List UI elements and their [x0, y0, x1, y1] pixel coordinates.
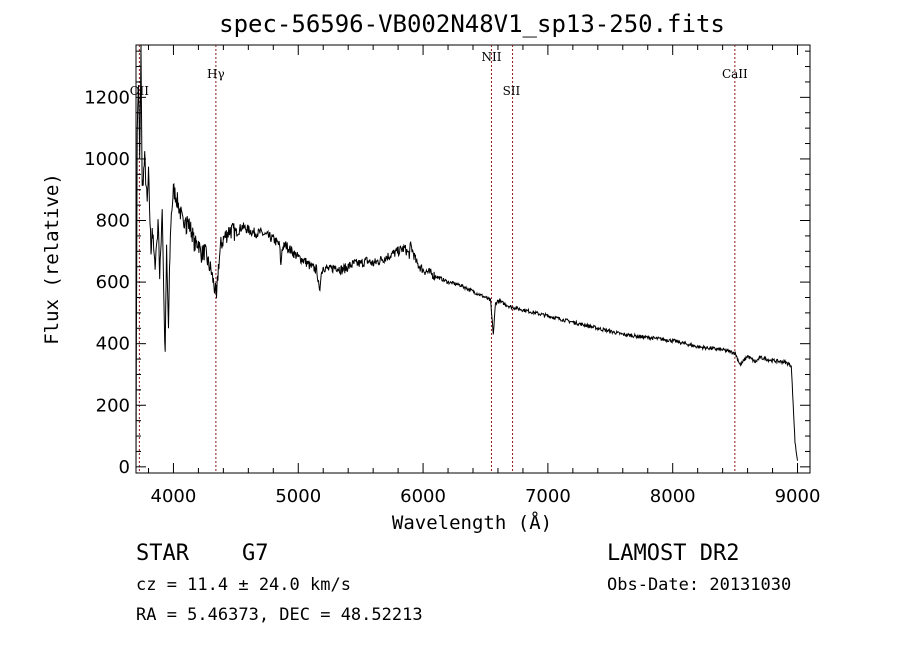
line-marker-label: SII — [503, 84, 521, 98]
x-tick-label: 5000 — [275, 486, 321, 507]
line-marker-label: Hγ — [207, 67, 225, 81]
x-axis-label: Wavelength (Å) — [392, 511, 552, 534]
y-tick-label: 0 — [119, 457, 130, 478]
emission-line-markers: OII Hγ NII SII CaII — [130, 45, 748, 473]
spectrum-line — [135, 45, 798, 470]
coordinates-info: RA = 5.46373, DEC = 48.52213 — [136, 605, 423, 625]
survey-name: LAMOST DR2 — [607, 541, 739, 566]
y-tick-label: 200 — [96, 395, 130, 416]
x-tick-label: 6000 — [400, 486, 446, 507]
y-tick-label: 600 — [96, 272, 130, 293]
line-marker-label: OII — [130, 84, 150, 98]
line-marker-label: NII — [481, 50, 501, 64]
spectrum-series — [135, 45, 798, 470]
chart-title: spec-56596-VB002N48V1_sp13-250.fits — [219, 10, 725, 38]
observation-date: Obs-Date: 20131030 — [607, 575, 791, 595]
x-tick-label: 8000 — [650, 486, 696, 507]
redshift-info: cz = 11.4 ± 24.0 km/s — [136, 575, 351, 595]
y-tick-label: 400 — [96, 334, 130, 355]
object-subclass: G7 — [242, 541, 269, 566]
x-tick-label: 4000 — [151, 486, 197, 507]
axis-ticks: 4000 5000 6000 7000 8000 9000 0 200 400 600 800 100… — [84, 45, 820, 507]
plot-frame — [135, 44, 811, 474]
object-class: STAR — [136, 541, 190, 566]
y-tick-label: 800 — [96, 211, 130, 232]
y-tick-label: 1200 — [84, 87, 130, 108]
x-tick-label: 7000 — [525, 486, 571, 507]
y-axis-label: Flux (relative) — [41, 173, 63, 345]
y-tick-label: 1000 — [84, 149, 130, 170]
x-tick-label: 9000 — [775, 486, 821, 507]
line-marker-label: CaII — [722, 67, 748, 81]
